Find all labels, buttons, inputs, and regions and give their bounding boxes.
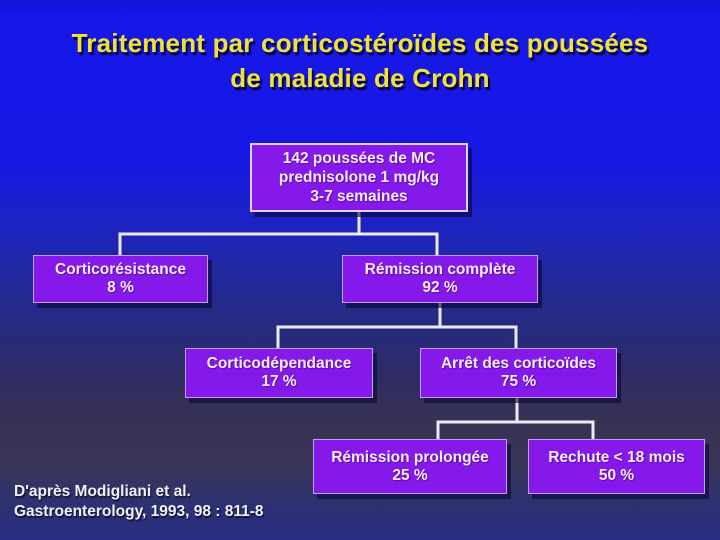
flow-node-root: 142 poussées de MC prednisolone 1 mg/kg …	[250, 143, 468, 212]
citation-line-1: D'après Modigliani et al.	[14, 483, 191, 500]
node-line: Corticorésistance	[55, 261, 186, 278]
node-line: Rémission prolongée	[331, 448, 489, 466]
title-line-2: de maladie de Crohn	[230, 63, 490, 93]
flow-node-corticodependance: Corticodépendance 17 %	[185, 348, 373, 398]
flow-node-corticoresistance: Corticorésistance 8 %	[33, 255, 208, 303]
node-line: prednisolone 1 mg/kg	[278, 169, 440, 186]
flow-node-remission-complete: Rémission complète 92 %	[342, 255, 538, 303]
node-percentage: 17 %	[261, 373, 297, 390]
node-line: 3-7 semaines	[310, 188, 408, 205]
connector-level-1	[118, 212, 439, 257]
citation: D'après Modigliani et al. Gastroenterolo…	[14, 482, 264, 521]
connector-level-2	[276, 303, 518, 349]
flow-node-remission-prolongee: Rémission prolongée 25 %	[313, 439, 507, 494]
node-percentage: 25 %	[392, 466, 428, 484]
node-line: Corticodépendance	[206, 355, 352, 372]
citation-line-2: Gastroenterology, 1993, 98 : 811-8	[14, 502, 264, 520]
node-line: Rémission complète	[364, 261, 516, 278]
node-percentage: 50 %	[598, 466, 635, 484]
node-percentage: 92 %	[422, 279, 458, 296]
node-line: Arrêt des corticoïdes	[440, 355, 597, 372]
flow-node-rechute: Rechute < 18 mois 50 %	[528, 439, 705, 494]
node-line: Rechute < 18 mois	[548, 448, 685, 466]
node-percentage: 8 %	[107, 279, 134, 296]
flow-node-arret-corticoides: Arrêt des corticoïdes 75 %	[420, 348, 617, 398]
connector-level-3	[436, 398, 595, 441]
node-line: 142 poussées de MC	[282, 150, 436, 167]
slide-title: Traitement par corticostéroïdes des pous…	[0, 26, 720, 96]
node-percentage: 75 %	[500, 373, 537, 390]
title-line-1: Traitement par corticostéroïdes des pous…	[71, 28, 649, 58]
